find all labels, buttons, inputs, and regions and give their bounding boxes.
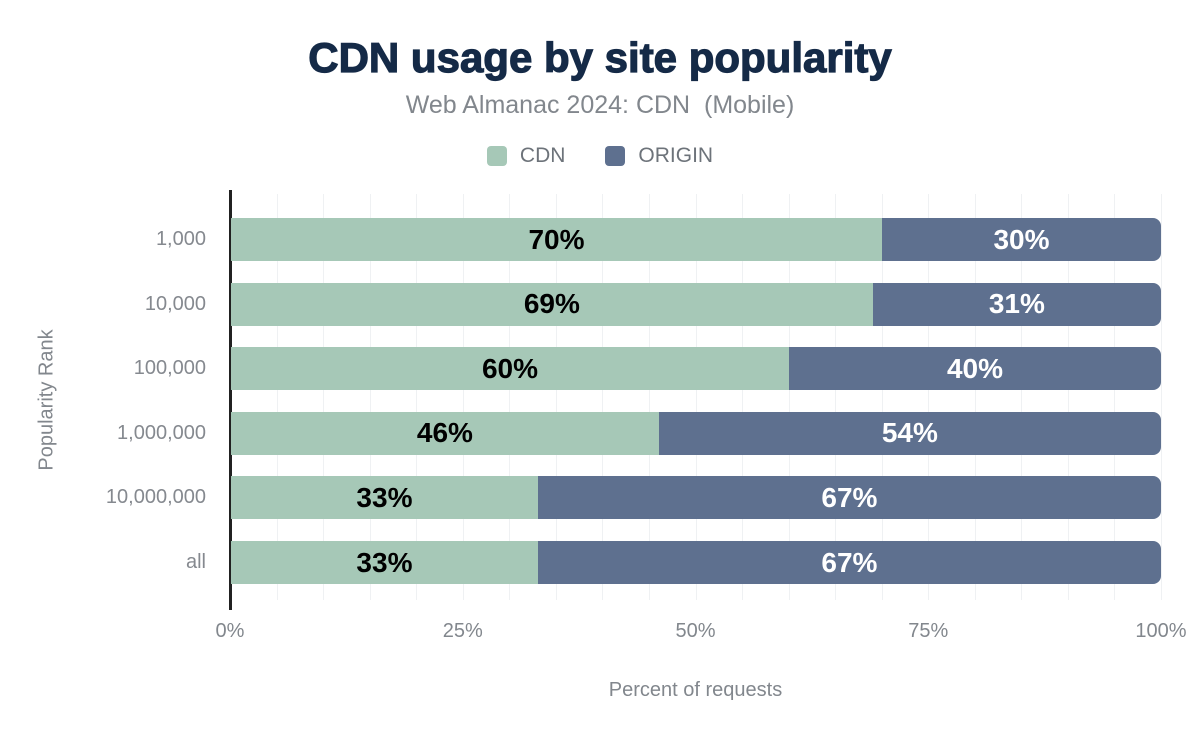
bar-row: 33% 67% [231,541,1161,584]
gridline [462,194,464,600]
x-axis-title: Percent of requests [608,679,783,701]
gridline [974,194,976,600]
bar-segment-cdn: 33% [231,476,538,520]
bar-row: 33% 67% [231,476,1161,520]
bar-value-label: 67% [821,546,878,578]
bar-segment-cdn: 70% [231,218,882,261]
bar-value-label: 31% [988,288,1045,320]
gridline [1114,194,1116,600]
chart-title: CDN usage by site popularity [308,33,893,81]
bar-segment-cdn: 46% [231,411,659,455]
bar-value-label: 40% [946,352,1004,384]
gridline [742,194,744,600]
bar-row: 70% 30% [231,218,1161,261]
bar-segment-origin: 40% [789,347,1161,391]
y-axis-label: 100,000 [133,357,206,380]
y-axis-labels: 1,000 10,000 100,000 1,000,000 10,000,000 all [0,192,218,608]
origin-swatch-icon [605,146,626,166]
gridline [509,194,511,600]
y-axis-label: 1,000,000 [117,421,206,444]
bar-value-label: 69% [523,288,580,320]
legend-item-cdn: CDN [486,144,566,168]
gridline [695,194,697,600]
bar-value-label: 54% [881,417,938,449]
gridline [323,194,325,600]
y-axis-line [229,190,232,610]
x-axis-tick: 50% [675,620,716,642]
gridline [555,194,557,600]
gridline [928,194,930,600]
x-axis-tick: 0% [215,620,245,642]
gridline [1067,194,1069,600]
bar-value-label: 67% [821,481,878,513]
bar-segment-origin: 67% [537,541,1161,584]
gridline [648,194,650,600]
bar-value-label: 33% [356,546,413,578]
bar-segment-origin: 54% [658,411,1161,455]
gridline [788,194,790,600]
bar-value-label: 70% [528,223,585,255]
gridline [276,194,278,600]
bar-value-label: 60% [481,352,539,384]
gridline [835,194,837,600]
x-axis-tick: 25% [442,620,483,642]
plot-area: 70% 30% 69% 31% 60% 40% 46% 54% 33% 67% 33% 67% [230,192,1162,608]
gridline [416,194,418,600]
bar-segment-origin: 67% [537,476,1161,520]
gridline [1021,194,1023,600]
bar-segment-cdn: 33% [231,541,538,584]
cdn-swatch-icon [486,146,507,166]
legend: CDN ORIGIN [0,144,1200,168]
bar-segment-origin: 30% [882,218,1161,261]
x-axis-tick: 75% [908,620,949,642]
y-axis-label: 10,000 [144,292,206,315]
bar-row: 60% 40% [231,347,1161,391]
legend-item-origin: ORIGIN [605,144,713,168]
y-axis-label: 10,000,000 [105,486,206,509]
bar-segment-cdn: 60% [231,347,789,391]
legend-label: CDN [519,144,566,167]
y-axis-label: 1,000 [155,228,206,250]
gridline [881,194,883,600]
bar-segment-origin: 31% [872,282,1161,326]
bar-value-label: 33% [356,481,413,513]
bar-row: 46% 54% [231,411,1161,455]
y-axis-label: all [185,551,206,573]
bar-value-label: 46% [416,417,473,449]
legend-label: ORIGIN [638,144,714,167]
x-axis-tick: 100% [1135,620,1187,642]
bar-segment-cdn: 69% [231,282,873,326]
bar-row: 69% 31% [231,282,1161,326]
x-axis-ticks: 0% 25% 50% 75% 100% [216,620,1187,644]
gridline [602,194,604,600]
chart-subtitle: Web Almanac 2024: CDN (Mobile) [405,91,795,119]
gridline [369,194,371,600]
bar-value-label: 30% [993,223,1050,255]
gridline [1161,194,1162,600]
